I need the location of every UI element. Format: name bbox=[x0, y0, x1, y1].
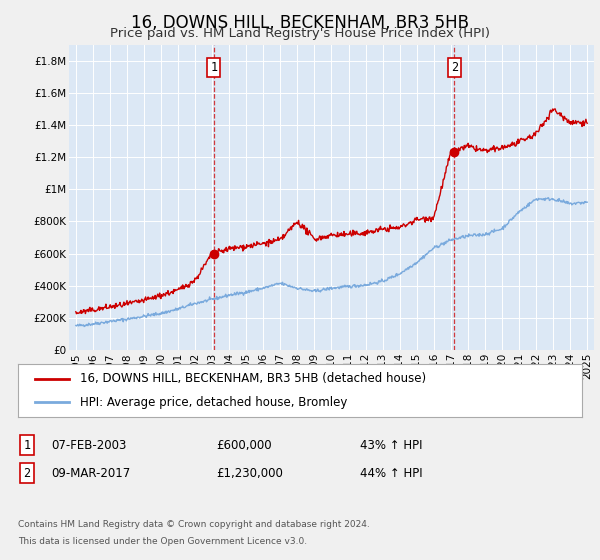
Text: 44% ↑ HPI: 44% ↑ HPI bbox=[360, 466, 422, 480]
Text: Contains HM Land Registry data © Crown copyright and database right 2024.: Contains HM Land Registry data © Crown c… bbox=[18, 520, 370, 529]
Text: 2: 2 bbox=[451, 61, 458, 74]
Text: 07-FEB-2003: 07-FEB-2003 bbox=[51, 438, 127, 452]
Text: 09-MAR-2017: 09-MAR-2017 bbox=[51, 466, 130, 480]
Text: 2: 2 bbox=[23, 466, 31, 480]
Text: £1,230,000: £1,230,000 bbox=[216, 466, 283, 480]
Text: 43% ↑ HPI: 43% ↑ HPI bbox=[360, 438, 422, 452]
Text: 1: 1 bbox=[23, 438, 31, 452]
Text: HPI: Average price, detached house, Bromley: HPI: Average price, detached house, Brom… bbox=[80, 396, 347, 409]
Text: £600,000: £600,000 bbox=[216, 438, 272, 452]
Text: This data is licensed under the Open Government Licence v3.0.: This data is licensed under the Open Gov… bbox=[18, 537, 307, 546]
Text: Price paid vs. HM Land Registry's House Price Index (HPI): Price paid vs. HM Land Registry's House … bbox=[110, 27, 490, 40]
Text: 16, DOWNS HILL, BECKENHAM, BR3 5HB (detached house): 16, DOWNS HILL, BECKENHAM, BR3 5HB (deta… bbox=[80, 372, 426, 385]
Text: 16, DOWNS HILL, BECKENHAM, BR3 5HB: 16, DOWNS HILL, BECKENHAM, BR3 5HB bbox=[131, 14, 469, 32]
Text: 1: 1 bbox=[211, 61, 217, 74]
